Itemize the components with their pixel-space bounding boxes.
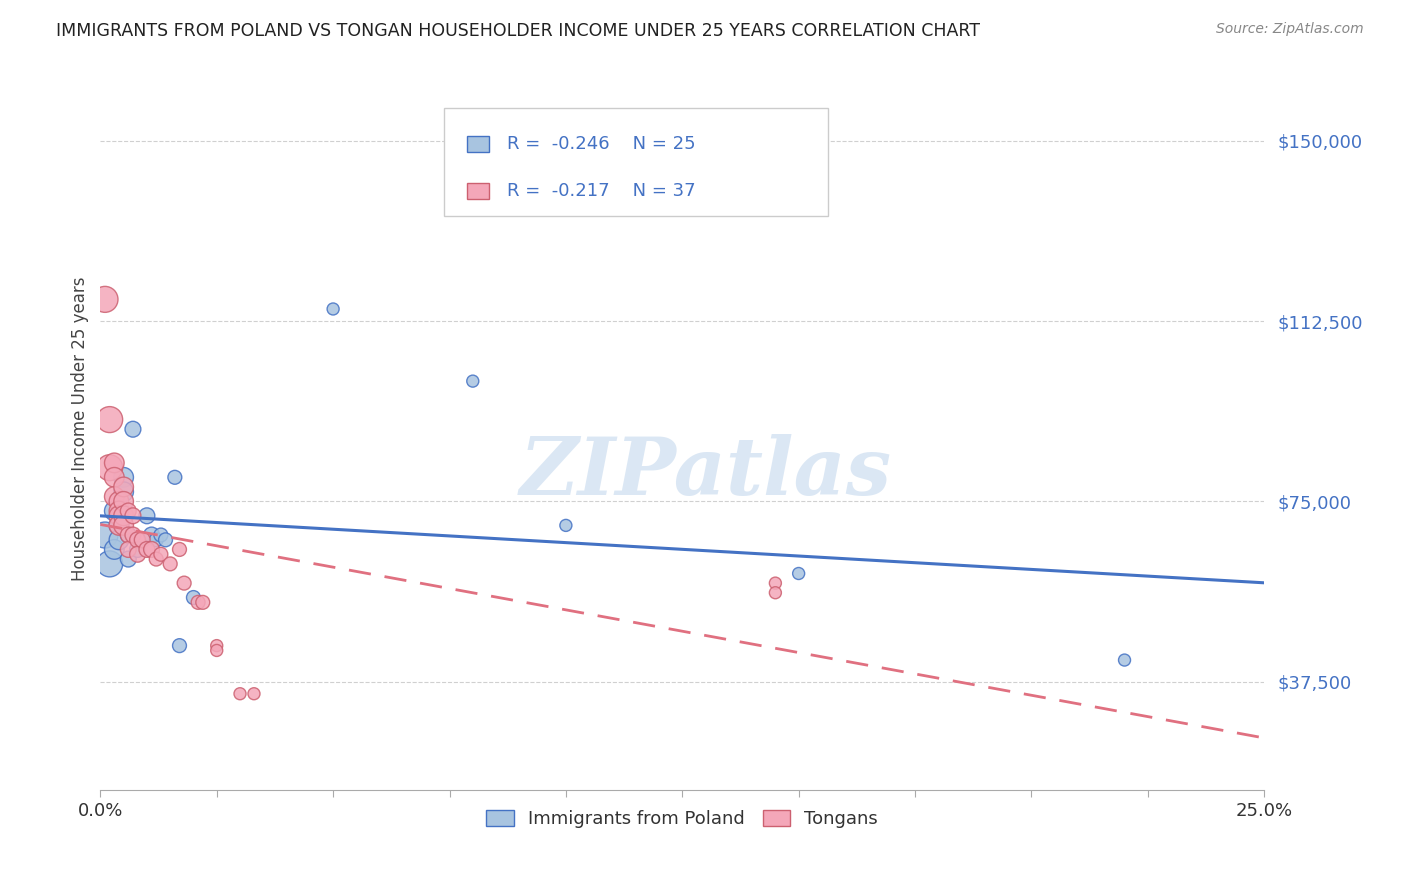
Point <box>103 504 125 518</box>
Point <box>112 494 135 508</box>
Point <box>103 490 125 504</box>
Point <box>117 504 139 518</box>
Point <box>763 576 786 591</box>
Point <box>112 470 135 484</box>
Point <box>163 470 186 484</box>
Point <box>98 557 121 571</box>
Point <box>149 528 172 542</box>
Point <box>205 639 228 653</box>
Point <box>1114 653 1136 667</box>
Y-axis label: Householder Income Under 25 years: Householder Income Under 25 years <box>72 277 89 582</box>
Point <box>112 518 135 533</box>
Point <box>98 460 121 475</box>
Point <box>183 591 205 605</box>
Text: R =  -0.217    N = 37: R = -0.217 N = 37 <box>506 182 695 200</box>
Point <box>173 576 195 591</box>
Point <box>191 595 214 609</box>
Point <box>131 533 153 547</box>
Point <box>461 374 484 388</box>
Text: IMMIGRANTS FROM POLAND VS TONGAN HOUSEHOLDER INCOME UNDER 25 YEARS CORRELATION C: IMMIGRANTS FROM POLAND VS TONGAN HOUSEHO… <box>56 22 980 40</box>
Point <box>145 533 167 547</box>
Point <box>322 301 344 316</box>
Point <box>554 518 576 533</box>
Point <box>159 557 181 571</box>
Point <box>141 528 163 542</box>
Point <box>98 412 121 426</box>
Point <box>169 639 191 653</box>
Point <box>94 293 117 307</box>
Point <box>135 542 157 557</box>
Point <box>763 585 786 599</box>
Point <box>122 528 145 542</box>
Point <box>127 533 149 547</box>
Point <box>243 687 266 701</box>
Point <box>127 542 149 557</box>
Point <box>112 480 135 494</box>
Point <box>108 494 131 508</box>
Point <box>127 547 149 561</box>
Text: ZIPatlas: ZIPatlas <box>519 434 891 511</box>
Point <box>103 470 125 484</box>
Point <box>155 533 177 547</box>
FancyBboxPatch shape <box>467 183 489 199</box>
Point <box>149 547 172 561</box>
Point <box>108 518 131 533</box>
Point <box>108 504 131 518</box>
Legend: Immigrants from Poland, Tongans: Immigrants from Poland, Tongans <box>479 802 886 835</box>
Point <box>108 508 131 523</box>
Point <box>117 542 139 557</box>
Point <box>145 552 167 566</box>
Point <box>94 528 117 542</box>
Point <box>112 508 135 523</box>
Point <box>117 552 139 566</box>
FancyBboxPatch shape <box>444 108 828 217</box>
Point <box>229 687 252 701</box>
Point <box>122 422 145 436</box>
Point <box>117 528 139 542</box>
FancyBboxPatch shape <box>467 136 489 152</box>
Text: Source: ZipAtlas.com: Source: ZipAtlas.com <box>1216 22 1364 37</box>
Point <box>103 542 125 557</box>
Point <box>187 595 209 609</box>
Point <box>122 508 145 523</box>
Point <box>205 643 228 657</box>
Point <box>135 508 157 523</box>
Point <box>169 542 191 557</box>
Point <box>108 533 131 547</box>
Point <box>787 566 810 581</box>
Text: R =  -0.246    N = 25: R = -0.246 N = 25 <box>506 135 695 153</box>
Point <box>141 542 163 557</box>
Point <box>112 484 135 499</box>
Point <box>108 518 131 533</box>
Point <box>103 456 125 470</box>
Point <box>117 528 139 542</box>
